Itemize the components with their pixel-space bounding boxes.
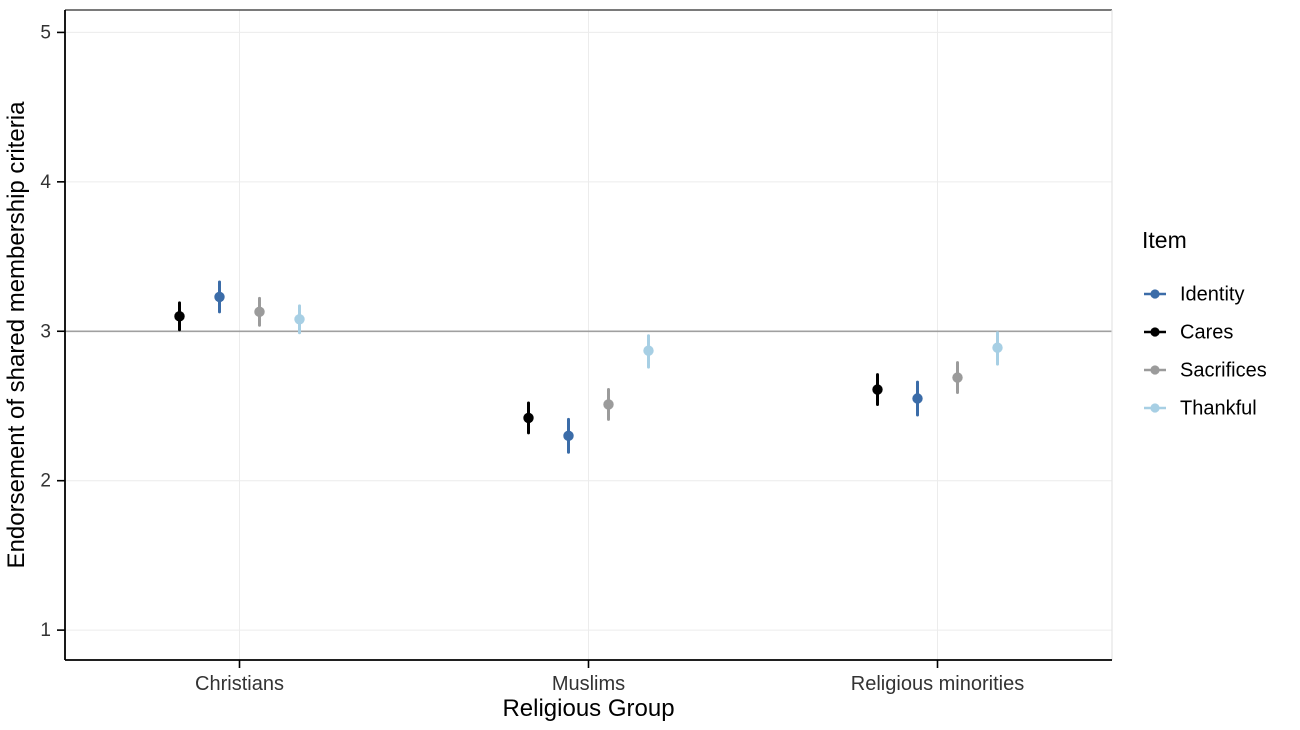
legend-key-dot xyxy=(1150,289,1160,299)
y-tick-label: 1 xyxy=(40,620,51,641)
y-tick-label: 5 xyxy=(40,22,51,43)
x-tick-label: Religious minorities xyxy=(851,673,1024,695)
legend-item-label: Identity xyxy=(1180,284,1244,306)
x-tick-label: Christians xyxy=(195,673,284,695)
data-point xyxy=(992,342,1003,353)
y-tick-label: 3 xyxy=(40,321,51,342)
data-point xyxy=(912,393,923,404)
legend-item: Thankful xyxy=(1144,398,1257,420)
legend-item-label: Sacrifices xyxy=(1180,360,1267,382)
legend-item: Sacrifices xyxy=(1144,360,1267,382)
data-point xyxy=(294,314,305,325)
data-point xyxy=(872,384,883,395)
legend-title: Item xyxy=(1142,227,1187,253)
legend-item-label: Cares xyxy=(1180,322,1233,344)
data-point xyxy=(174,311,185,322)
legend-key-dot xyxy=(1150,365,1160,375)
data-point xyxy=(523,412,534,424)
data-point xyxy=(563,430,574,442)
y-axis-title: Endorsement of shared membership criteri… xyxy=(3,101,30,569)
legend-key-dot xyxy=(1150,327,1160,337)
legend: Item Identity Cares Sacrifices Thankful xyxy=(1142,227,1267,420)
x-tick-label: Muslims xyxy=(552,673,625,695)
data-point xyxy=(254,306,265,318)
y-tick-label: 4 xyxy=(40,172,51,193)
legend-item-label: Thankful xyxy=(1180,398,1257,420)
data-point xyxy=(643,345,654,356)
x-axis-title: Religious Group xyxy=(502,695,674,722)
data-point xyxy=(952,372,963,383)
y-tick-label: 2 xyxy=(40,471,51,492)
pointrange-layer xyxy=(174,280,1003,454)
grid-layer xyxy=(65,10,1112,660)
legend-item: Identity xyxy=(1144,284,1244,306)
data-point xyxy=(214,291,225,303)
data-point xyxy=(603,399,614,410)
legend-item: Cares xyxy=(1144,322,1233,344)
legend-key-dot xyxy=(1150,403,1160,413)
